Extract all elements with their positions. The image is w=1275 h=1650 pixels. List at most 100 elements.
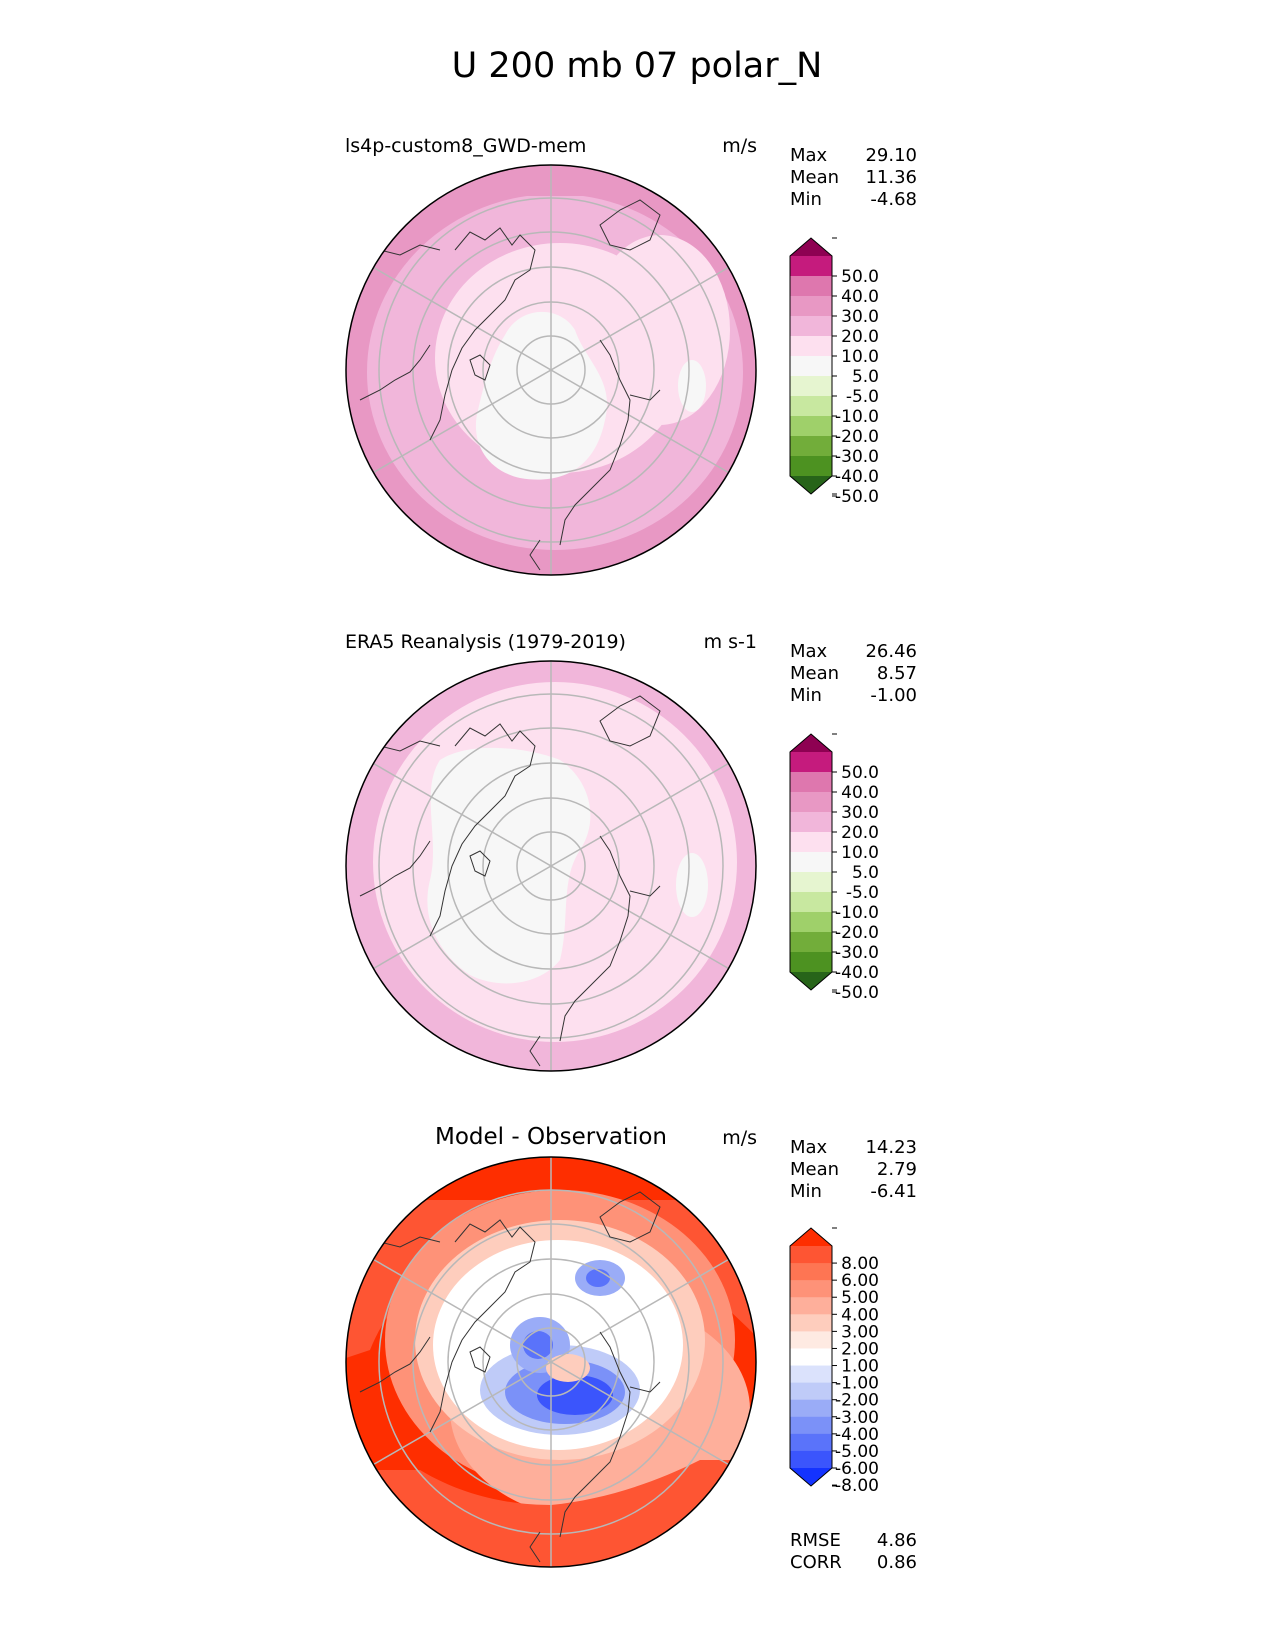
colorbar-segment [790, 912, 832, 933]
colorbar-tick-label: 40.0 [841, 783, 879, 803]
panel-title: Model - Observation [435, 1124, 667, 1150]
colorbar-tick-label: -20.0 [835, 427, 879, 447]
stat-label: Max [790, 1137, 828, 1158]
colorbar-segment [790, 952, 832, 973]
colorbar-segment [790, 1433, 832, 1452]
stat-label: CORR [790, 1552, 842, 1573]
colorbar-tick-label: -30.0 [835, 943, 879, 963]
colorbar-segment [790, 256, 832, 277]
colorbar-tick-label: 8.00 [841, 1254, 879, 1274]
colorbar-segment [790, 1382, 832, 1401]
colorbar-tick-label: -50.0 [835, 983, 879, 1003]
map-boundary [345, 164, 757, 576]
colorbar-tick-label: -40.0 [835, 963, 879, 983]
colorbar-segment [790, 376, 832, 397]
colorbar-tick-label: -8.00 [835, 1476, 879, 1496]
colorbar-segment [790, 1314, 832, 1332]
map-field-core [676, 853, 708, 917]
colorbar-segment [790, 1365, 832, 1384]
colorbar-tick-label: -2.00 [835, 1391, 879, 1411]
panel-difference: Model - Observation m/s [345, 1124, 917, 1573]
map-boundary [345, 1156, 757, 1568]
figure-title: U 200 mb 07 polar_N [452, 46, 823, 86]
stat-value: 2.79 [877, 1159, 917, 1180]
map-field-blue [537, 1375, 613, 1415]
colorbar-tick-label: 5.0 [852, 367, 879, 387]
colorbar-segment [790, 932, 832, 953]
colorbar-segment [790, 396, 832, 417]
colorbar-extend-max [790, 1228, 832, 1246]
stat-label: Min [790, 1181, 822, 1202]
colorbar: 50.040.030.020.010.05.0-5.0-10.0-20.0-30… [789, 733, 879, 1003]
colorbar-extend-max [790, 734, 832, 752]
colorbar-segment [790, 316, 832, 337]
colorbar-tick-label: 6.00 [841, 1271, 879, 1291]
colorbar-tick-label: 4.00 [841, 1305, 879, 1325]
colorbar-tick-label: 50.0 [841, 763, 879, 783]
map-field-red [546, 1354, 590, 1382]
colorbar-segment [790, 772, 832, 793]
colorbar-segment [790, 1399, 832, 1418]
stat-value: -1.00 [870, 685, 917, 706]
colorbar-segment [790, 1263, 832, 1281]
extra-stats-block: RMSE 4.86 CORR 0.86 [790, 1530, 917, 1573]
colorbar-segment [790, 1280, 832, 1298]
colorbar-segment [790, 416, 832, 437]
colorbar-tick-label: -20.0 [835, 923, 879, 943]
colorbar-tick-label: 5.0 [852, 863, 879, 883]
colorbar-tick-label: 50.0 [841, 267, 879, 287]
stats-block: Max 26.46 Mean 8.57 Min -1.00 [790, 641, 917, 706]
colorbar-segment [790, 792, 832, 813]
colorbar-extend-min [790, 476, 832, 494]
colorbar-segment [790, 1450, 832, 1469]
panel-title: ls4p-custom8_GWD-mem [345, 135, 586, 157]
colorbar-segment [790, 872, 832, 893]
coastlines [359, 199, 661, 571]
stats-block: Max 29.10 Mean 11.36 Min -4.68 [790, 145, 917, 210]
colorbar-tick-label: 10.0 [841, 347, 879, 367]
colorbar-segment [790, 852, 832, 873]
colorbar-tick-label: 10.0 [841, 843, 879, 863]
colorbar-tick-label: -10.0 [835, 903, 879, 923]
colorbar-tick-label: 2.00 [841, 1339, 879, 1359]
colorbar-segment [790, 456, 832, 477]
graticule [373, 1157, 729, 1567]
stat-label: Max [790, 145, 828, 166]
map-field-core [427, 747, 591, 984]
stat-label: Mean [790, 1159, 839, 1180]
colorbar-tick-label: 40.0 [841, 287, 879, 307]
stat-value: 11.36 [865, 167, 917, 188]
map-field-blue [523, 1331, 553, 1359]
stat-label: Mean [790, 663, 839, 684]
stat-label: Min [790, 189, 822, 210]
colorbar-segment [790, 1297, 832, 1315]
stat-value: 0.86 [877, 1552, 917, 1573]
coastlines [359, 695, 661, 1067]
map-field-core [475, 311, 608, 480]
colorbar-segment [790, 752, 832, 773]
stat-value: -6.41 [870, 1181, 917, 1202]
colorbar-tick-label: -6.00 [835, 1459, 879, 1479]
colorbar-segment [790, 336, 832, 357]
colorbar-segment [790, 356, 832, 377]
panel-title: ERA5 Reanalysis (1979-2019) [345, 631, 626, 653]
colorbar-tick-label: 5.00 [841, 1288, 879, 1308]
colorbar-tick-label: -30.0 [835, 447, 879, 467]
colorbar-extend-min [790, 972, 832, 990]
stat-label: Mean [790, 167, 839, 188]
colorbar-tick-label: -5.0 [846, 387, 879, 407]
graticule [373, 165, 729, 575]
colorbar-segment [790, 1246, 832, 1264]
map-field-band [590, 235, 730, 425]
stats-block: Max 14.23 Mean 2.79 Min -6.41 [790, 1137, 917, 1202]
colorbar-tick-label: -1.00 [835, 1374, 879, 1394]
panel-units: m/s [722, 1127, 757, 1149]
colorbar-segment [790, 892, 832, 913]
stat-value: 14.23 [865, 1137, 917, 1158]
colorbar-tick-label: 3.00 [841, 1322, 879, 1342]
colorbar-segment [790, 1331, 832, 1349]
colorbar-tick-label: -3.00 [835, 1408, 879, 1428]
colorbar-tick-label: -50.0 [835, 487, 879, 507]
colorbar-tick-label: -40.0 [835, 467, 879, 487]
